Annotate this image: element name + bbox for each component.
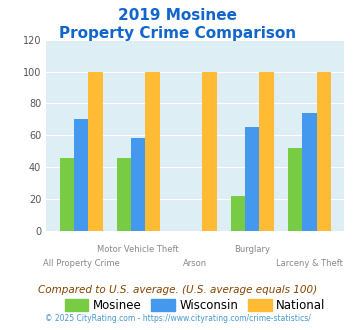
Bar <box>88 72 103 231</box>
Bar <box>117 158 131 231</box>
Text: Burglary: Burglary <box>234 245 270 254</box>
Bar <box>317 72 331 231</box>
Text: Compared to U.S. average. (U.S. average equals 100): Compared to U.S. average. (U.S. average … <box>38 285 317 295</box>
Bar <box>288 148 302 231</box>
Text: Arson: Arson <box>183 259 207 268</box>
Text: All Property Crime: All Property Crime <box>43 259 120 268</box>
Bar <box>231 196 245 231</box>
Bar <box>202 72 217 231</box>
Bar <box>245 127 260 231</box>
Bar <box>145 72 160 231</box>
Legend: Mosinee, Wisconsin, National: Mosinee, Wisconsin, National <box>60 294 331 317</box>
Bar <box>302 113 317 231</box>
Bar <box>131 139 145 231</box>
Text: 2019 Mosinee: 2019 Mosinee <box>118 8 237 23</box>
Text: Motor Vehicle Theft: Motor Vehicle Theft <box>97 245 179 254</box>
Bar <box>260 72 274 231</box>
Bar <box>74 119 88 231</box>
Text: Property Crime Comparison: Property Crime Comparison <box>59 26 296 41</box>
Text: © 2025 CityRating.com - https://www.cityrating.com/crime-statistics/: © 2025 CityRating.com - https://www.city… <box>45 314 310 323</box>
Bar <box>60 158 74 231</box>
Text: Larceny & Theft: Larceny & Theft <box>276 259 343 268</box>
